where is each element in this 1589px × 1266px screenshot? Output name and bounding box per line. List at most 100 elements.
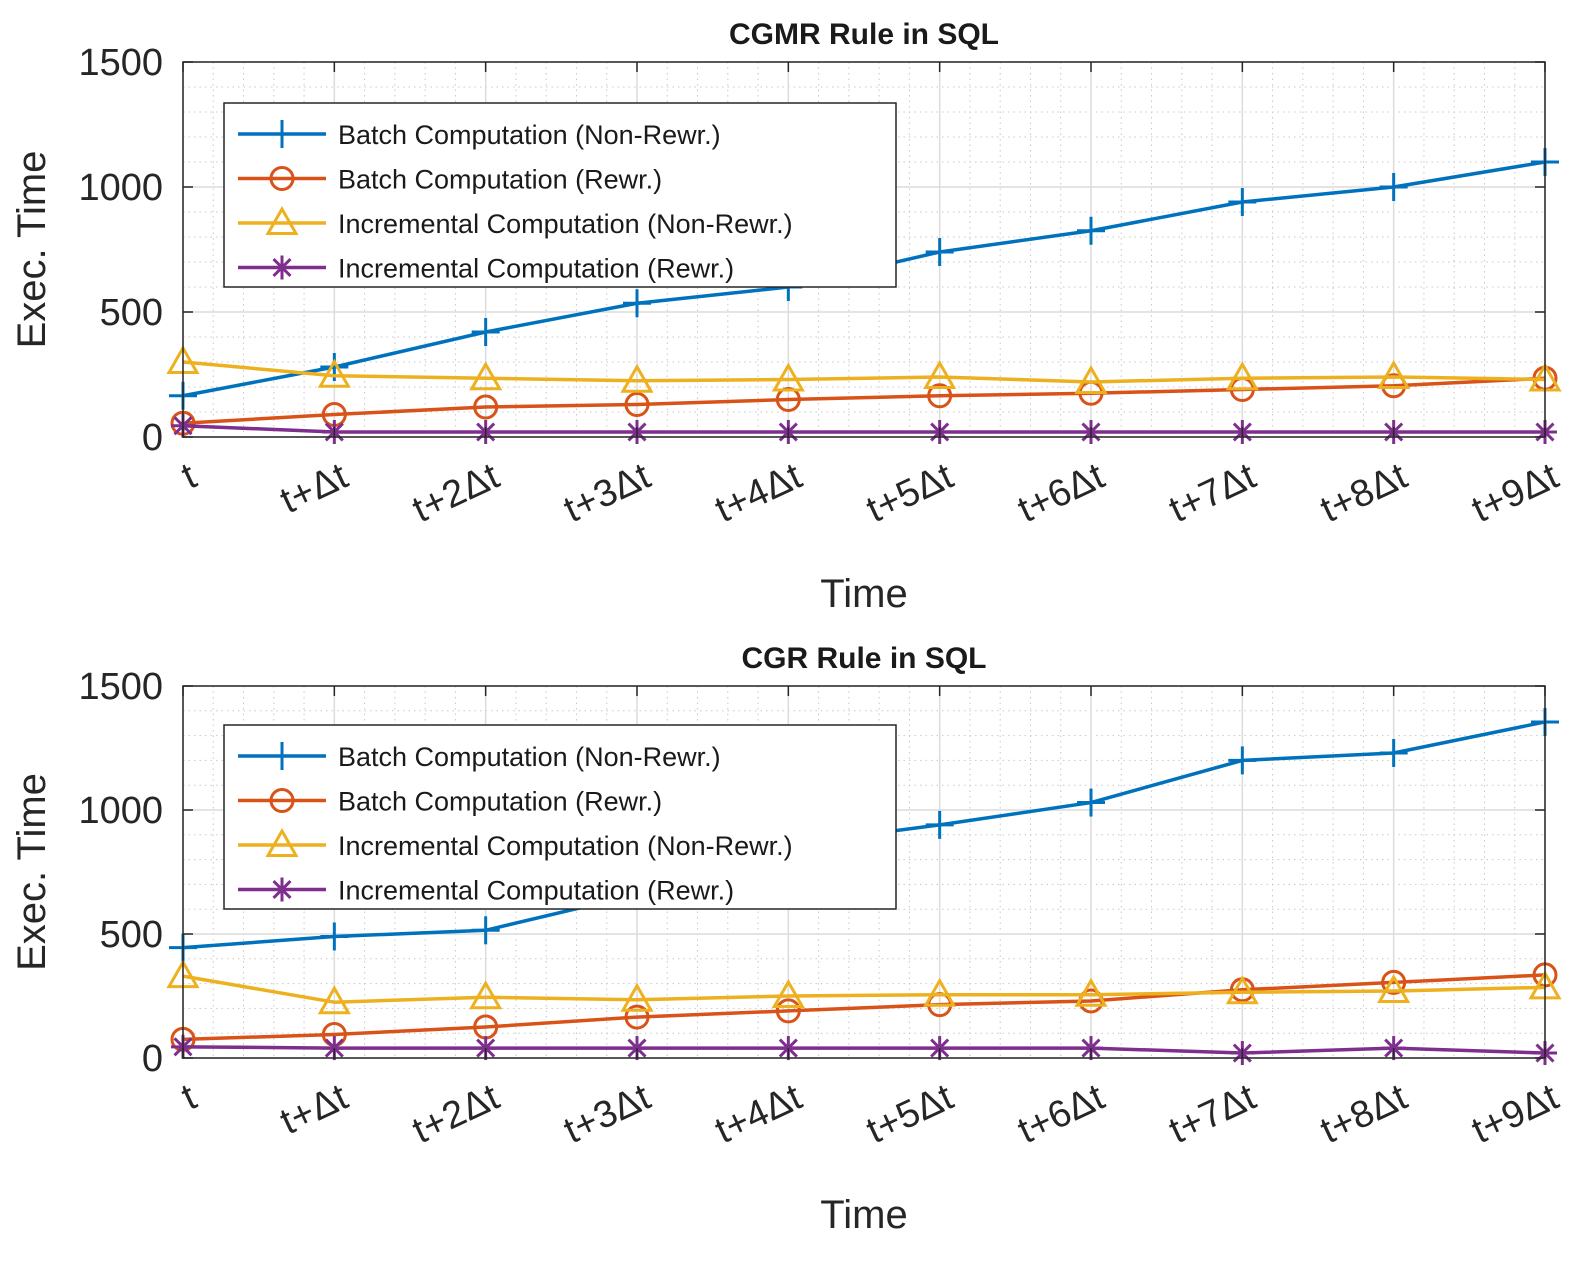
y-tick-label: 0 [142,417,163,459]
x-tick-label: t+3Δt [558,1076,658,1152]
data-point [317,358,351,388]
legend-entry: Incremental Computation (Non-Rewr.) [238,827,793,861]
y-tick-label: 0 [142,1038,163,1080]
chart-2: 0 500 1000 1500 t t+Δt t+2Δt t+3Δt t+4Δt t+5Δt t+6… [10,642,1565,1237]
legend-label: Incremental Computation (Non-Rewr.) [338,209,793,239]
x-tick-label: t+6Δt [1012,1076,1112,1152]
x-tick-label: t+4Δt [709,455,809,531]
y-tick-label: 1500 [78,666,163,708]
series-line [182,376,1546,425]
series-line [182,424,1545,434]
legend-entry: Batch Computation (Rewr.) [238,165,662,195]
data-point [1228,746,1257,775]
x-tick-label: t+Δt [274,455,354,522]
data-point [624,1004,650,1030]
legend-marker [265,827,299,857]
data-point [923,977,957,1007]
legend: Batch Computation (Non-Rewr.) Batch Compu… [223,724,897,910]
series-incremental-computation-non-rewr [166,959,1562,1015]
legend-label: Batch Computation (Non-Rewr.) [338,120,721,150]
chart-title: CGMR Rule in SQL [729,18,999,51]
legend: Batch Computation (Non-Rewr.) Batch Compu… [223,102,897,288]
legend-label: Batch Computation (Rewr.) [338,787,662,817]
y-tick-label: 500 [100,914,163,956]
tick-marks [182,61,1546,438]
data-point [1074,977,1108,1007]
legend-marker [268,742,296,770]
legend-entry: Batch Computation (Non-Rewr.) [238,742,721,772]
y-axis-label: Exec. Time [10,773,54,971]
data-point [1077,216,1105,245]
data-point [771,362,805,392]
x-tick-label: t+5Δt [860,455,960,531]
legend-label: Incremental Computation (Rewr.) [338,876,734,906]
y-tick-label: 1500 [78,42,163,84]
data-point [620,982,654,1012]
data-point [1381,373,1407,399]
legend-entry: Incremental Computation (Rewr.) [238,876,734,906]
legend-marker [269,166,295,191]
legend-label: Batch Computation (Rewr.) [338,165,662,195]
x-tick-label: t+9Δt [1466,1076,1566,1152]
legend-box [223,102,897,288]
x-tick-label: t+3Δt [558,455,658,531]
data-point [1074,364,1108,394]
y-tick-label: 500 [100,292,163,334]
legend-marker [269,788,295,813]
axes-frame [182,685,1546,1059]
series-line [182,1045,1546,1055]
x-tick-label: t [175,1076,203,1119]
x-axis-label: Time [820,572,907,616]
data-point [620,363,654,393]
data-point [1377,974,1411,1004]
y-tick-label: 1000 [78,167,163,209]
data-point [925,810,954,839]
data-point [1077,788,1105,817]
series-line [182,973,1546,1042]
data-point [1379,173,1408,201]
x-axis-label: Time [820,1193,907,1237]
data-point [1377,359,1411,389]
data-point [469,980,503,1010]
x-tick-label: t+5Δt [860,1076,960,1152]
data-point [624,392,650,417]
data-point [1381,969,1407,995]
data-point [317,985,351,1015]
x-tick-label: t+7Δt [1163,1076,1263,1152]
x-tick-label: t+6Δt [1012,455,1112,531]
legend-entry: Incremental Computation (Non-Rewr.) [238,205,793,239]
data-point [925,238,954,266]
data-point [1225,975,1259,1005]
x-tick-label: t [175,455,203,498]
x-tick-label: t+8Δt [1314,1076,1414,1152]
data-point [471,916,500,945]
tick-marks [182,685,1546,1059]
x-tick-label: t+4Δt [709,1076,809,1152]
legend-marker [270,877,294,902]
series-line [182,974,1546,1004]
data-point [1379,738,1408,767]
legend-label: Incremental Computation (Rewr.) [338,254,734,284]
x-tick-label: t+9Δt [1466,455,1566,531]
data-point [775,998,801,1024]
y-axis-label: Exec. Time [10,151,54,349]
data-point [320,922,349,951]
legend-entry: Incremental Computation (Rewr.) [238,254,734,284]
data-point [471,318,500,346]
data-point [927,383,953,409]
legend-entry: Batch Computation (Rewr.) [238,787,662,817]
chart-title: CGR Rule in SQL [741,642,986,675]
data-point [473,394,499,420]
x-tick-label: t+8Δt [1314,455,1414,531]
legend-entry: Batch Computation (Non-Rewr.) [238,120,721,150]
x-tick-label: t+2Δt [406,455,506,531]
chart-1: 0 500 1000 1500 t t+Δt t+2Δt t+3Δt t+4Δt t+5Δt t+6… [10,18,1565,616]
legend-box [223,724,897,910]
data-point [469,361,503,391]
x-tick-label: t+Δt [274,1076,354,1143]
axes-frame [182,61,1546,438]
data-point [923,359,957,389]
legend-marker [270,255,294,280]
legend-label: Incremental Computation (Non-Rewr.) [338,831,793,861]
